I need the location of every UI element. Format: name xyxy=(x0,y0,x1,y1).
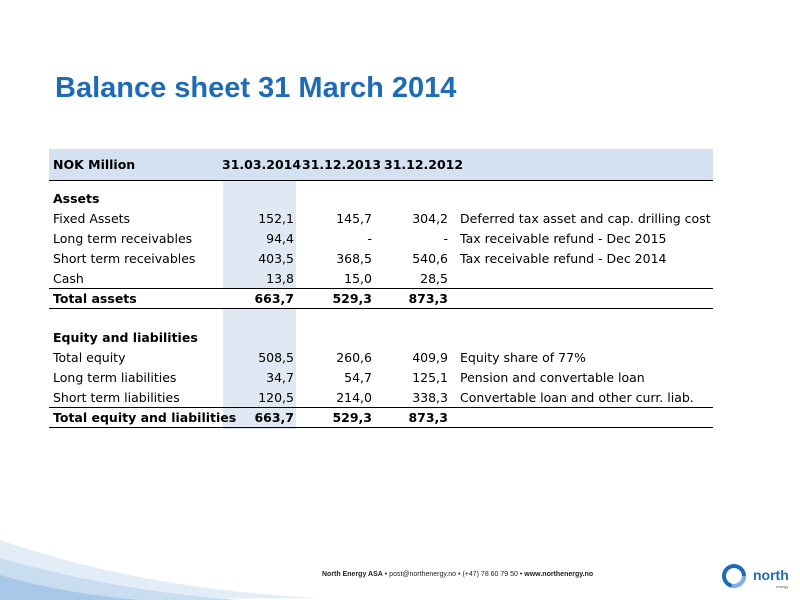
row-value-col-1: 34,7 xyxy=(266,370,294,385)
column-shade-assets xyxy=(223,181,296,289)
table-row: Long term liabilities 34,7 54,7 125,1 Pe… xyxy=(49,368,713,388)
table-row: Cash 13,8 15,0 28,5 xyxy=(49,269,713,289)
row-label: Short term liabilities xyxy=(53,390,180,405)
table-row: Total equity 508,5 260,6 409,9 Equity sh… xyxy=(49,348,713,368)
row-note: Convertable loan and other curr. liab. xyxy=(460,390,694,405)
row-label: Cash xyxy=(53,271,84,286)
row-value-col-2: - xyxy=(367,231,372,246)
total-row: Total assets 663,7 529,3 873,3 xyxy=(49,289,713,309)
row-value-col-2: 214,0 xyxy=(336,390,372,405)
footer-separator: • xyxy=(458,571,461,578)
row-value-col-3: 28,5 xyxy=(420,271,448,286)
footer-phone: (+47) 78 60 79 50 xyxy=(462,571,518,578)
total-assets-bottom-rule xyxy=(49,308,713,309)
table-row: Fixed Assets 152,1 145,7 304,2 Deferred … xyxy=(49,209,713,229)
total-equity-bottom-rule xyxy=(49,427,713,428)
row-value-col-2: 260,6 xyxy=(336,350,372,365)
footer-website[interactable]: www.northenergy.no xyxy=(524,571,594,578)
header-col-1: 31.03.2014 xyxy=(222,157,302,172)
row-note: Pension and convertable loan xyxy=(460,370,645,385)
header-label: NOK Million xyxy=(53,157,136,172)
total-value-col-3: 873,3 xyxy=(408,410,448,425)
footer-separator: • xyxy=(384,571,388,578)
row-label: Short term receivables xyxy=(53,251,196,266)
logo-wordmark: north xyxy=(753,567,789,583)
row-note: Tax receivable refund - Dec 2015 xyxy=(460,231,667,246)
footer-separator: • xyxy=(519,571,523,578)
row-note: Equity share of 77% xyxy=(460,350,586,365)
logo-subtext: energy xyxy=(776,584,789,589)
section-heading: Equity and liabilities xyxy=(53,330,198,345)
total-assets-top-rule xyxy=(49,288,713,289)
page-title: Balance sheet 31 March 2014 xyxy=(55,72,457,104)
row-value-col-1: 508,5 xyxy=(258,350,294,365)
row-value-col-3: - xyxy=(443,231,448,246)
row-value-col-3: 409,9 xyxy=(412,350,448,365)
row-value-col-2: 15,0 xyxy=(344,271,372,286)
row-label: Fixed Assets xyxy=(53,211,131,226)
total-value-col-1: 663,7 xyxy=(254,291,294,306)
total-value-col-2: 529,3 xyxy=(332,410,372,425)
row-value-col-1: 13,8 xyxy=(266,271,294,286)
row-value-col-1: 120,5 xyxy=(258,390,294,405)
total-value-col-1: 663,7 xyxy=(254,410,294,425)
total-value-col-2: 529,3 xyxy=(332,291,372,306)
row-label: Long term liabilities xyxy=(53,370,177,385)
row-value-col-1: 152,1 xyxy=(258,211,294,226)
header-col-2: 31.12.2013 xyxy=(302,157,382,172)
row-value-col-3: 338,3 xyxy=(412,390,448,405)
table-row: Long term receivables 94,4 - - Tax recei… xyxy=(49,229,713,249)
row-value-col-3: 125,1 xyxy=(412,370,448,385)
north-energy-logo-icon xyxy=(722,564,746,588)
row-value-col-2: 54,7 xyxy=(344,370,372,385)
row-label: Long term receivables xyxy=(53,231,193,246)
assets-section: Assets Fixed Assets 152,1 145,7 304,2 De… xyxy=(49,189,713,309)
table-header: NOK Million 31.03.2014 31.12.2013 31.12.… xyxy=(49,149,713,180)
section-heading: Assets xyxy=(53,191,100,206)
row-value-col-2: 368,5 xyxy=(336,251,372,266)
footer-contact: North Energy ASA • post@northenergy.no •… xyxy=(322,571,593,578)
row-value-col-2: 145,7 xyxy=(336,211,372,226)
column-shade-equity xyxy=(223,309,296,429)
header-rule xyxy=(49,180,713,181)
decorative-swoosh xyxy=(0,540,320,600)
header-col-3: 31.12.2012 xyxy=(384,157,464,172)
total-equity-top-rule xyxy=(49,407,713,408)
table-row: Short term liabilities 120,5 214,0 338,3… xyxy=(49,388,713,408)
total-row: Total equity and liabilities 663,7 529,3… xyxy=(49,408,713,428)
row-value-col-3: 540,6 xyxy=(412,251,448,266)
section-heading-row: Assets xyxy=(49,189,713,209)
section-heading-row: Equity and liabilities xyxy=(49,328,713,348)
row-note: Tax receivable refund - Dec 2014 xyxy=(460,251,667,266)
footer-email[interactable]: post@northenergy.no xyxy=(389,571,457,578)
row-note: Deferred tax asset and cap. drilling cos… xyxy=(460,211,711,226)
total-label: Total equity and liabilities xyxy=(53,410,237,425)
row-label: Total equity xyxy=(53,350,126,365)
row-value-col-1: 94,4 xyxy=(266,231,294,246)
total-label: Total assets xyxy=(53,291,137,306)
equity-section: Equity and liabilities Total equity 508,… xyxy=(49,328,713,428)
total-value-col-3: 873,3 xyxy=(408,291,448,306)
row-value-col-1: 403,5 xyxy=(258,251,294,266)
footer-company: North Energy ASA xyxy=(322,571,383,578)
table-row: Short term receivables 403,5 368,5 540,6… xyxy=(49,249,713,269)
row-value-col-3: 304,2 xyxy=(412,211,448,226)
